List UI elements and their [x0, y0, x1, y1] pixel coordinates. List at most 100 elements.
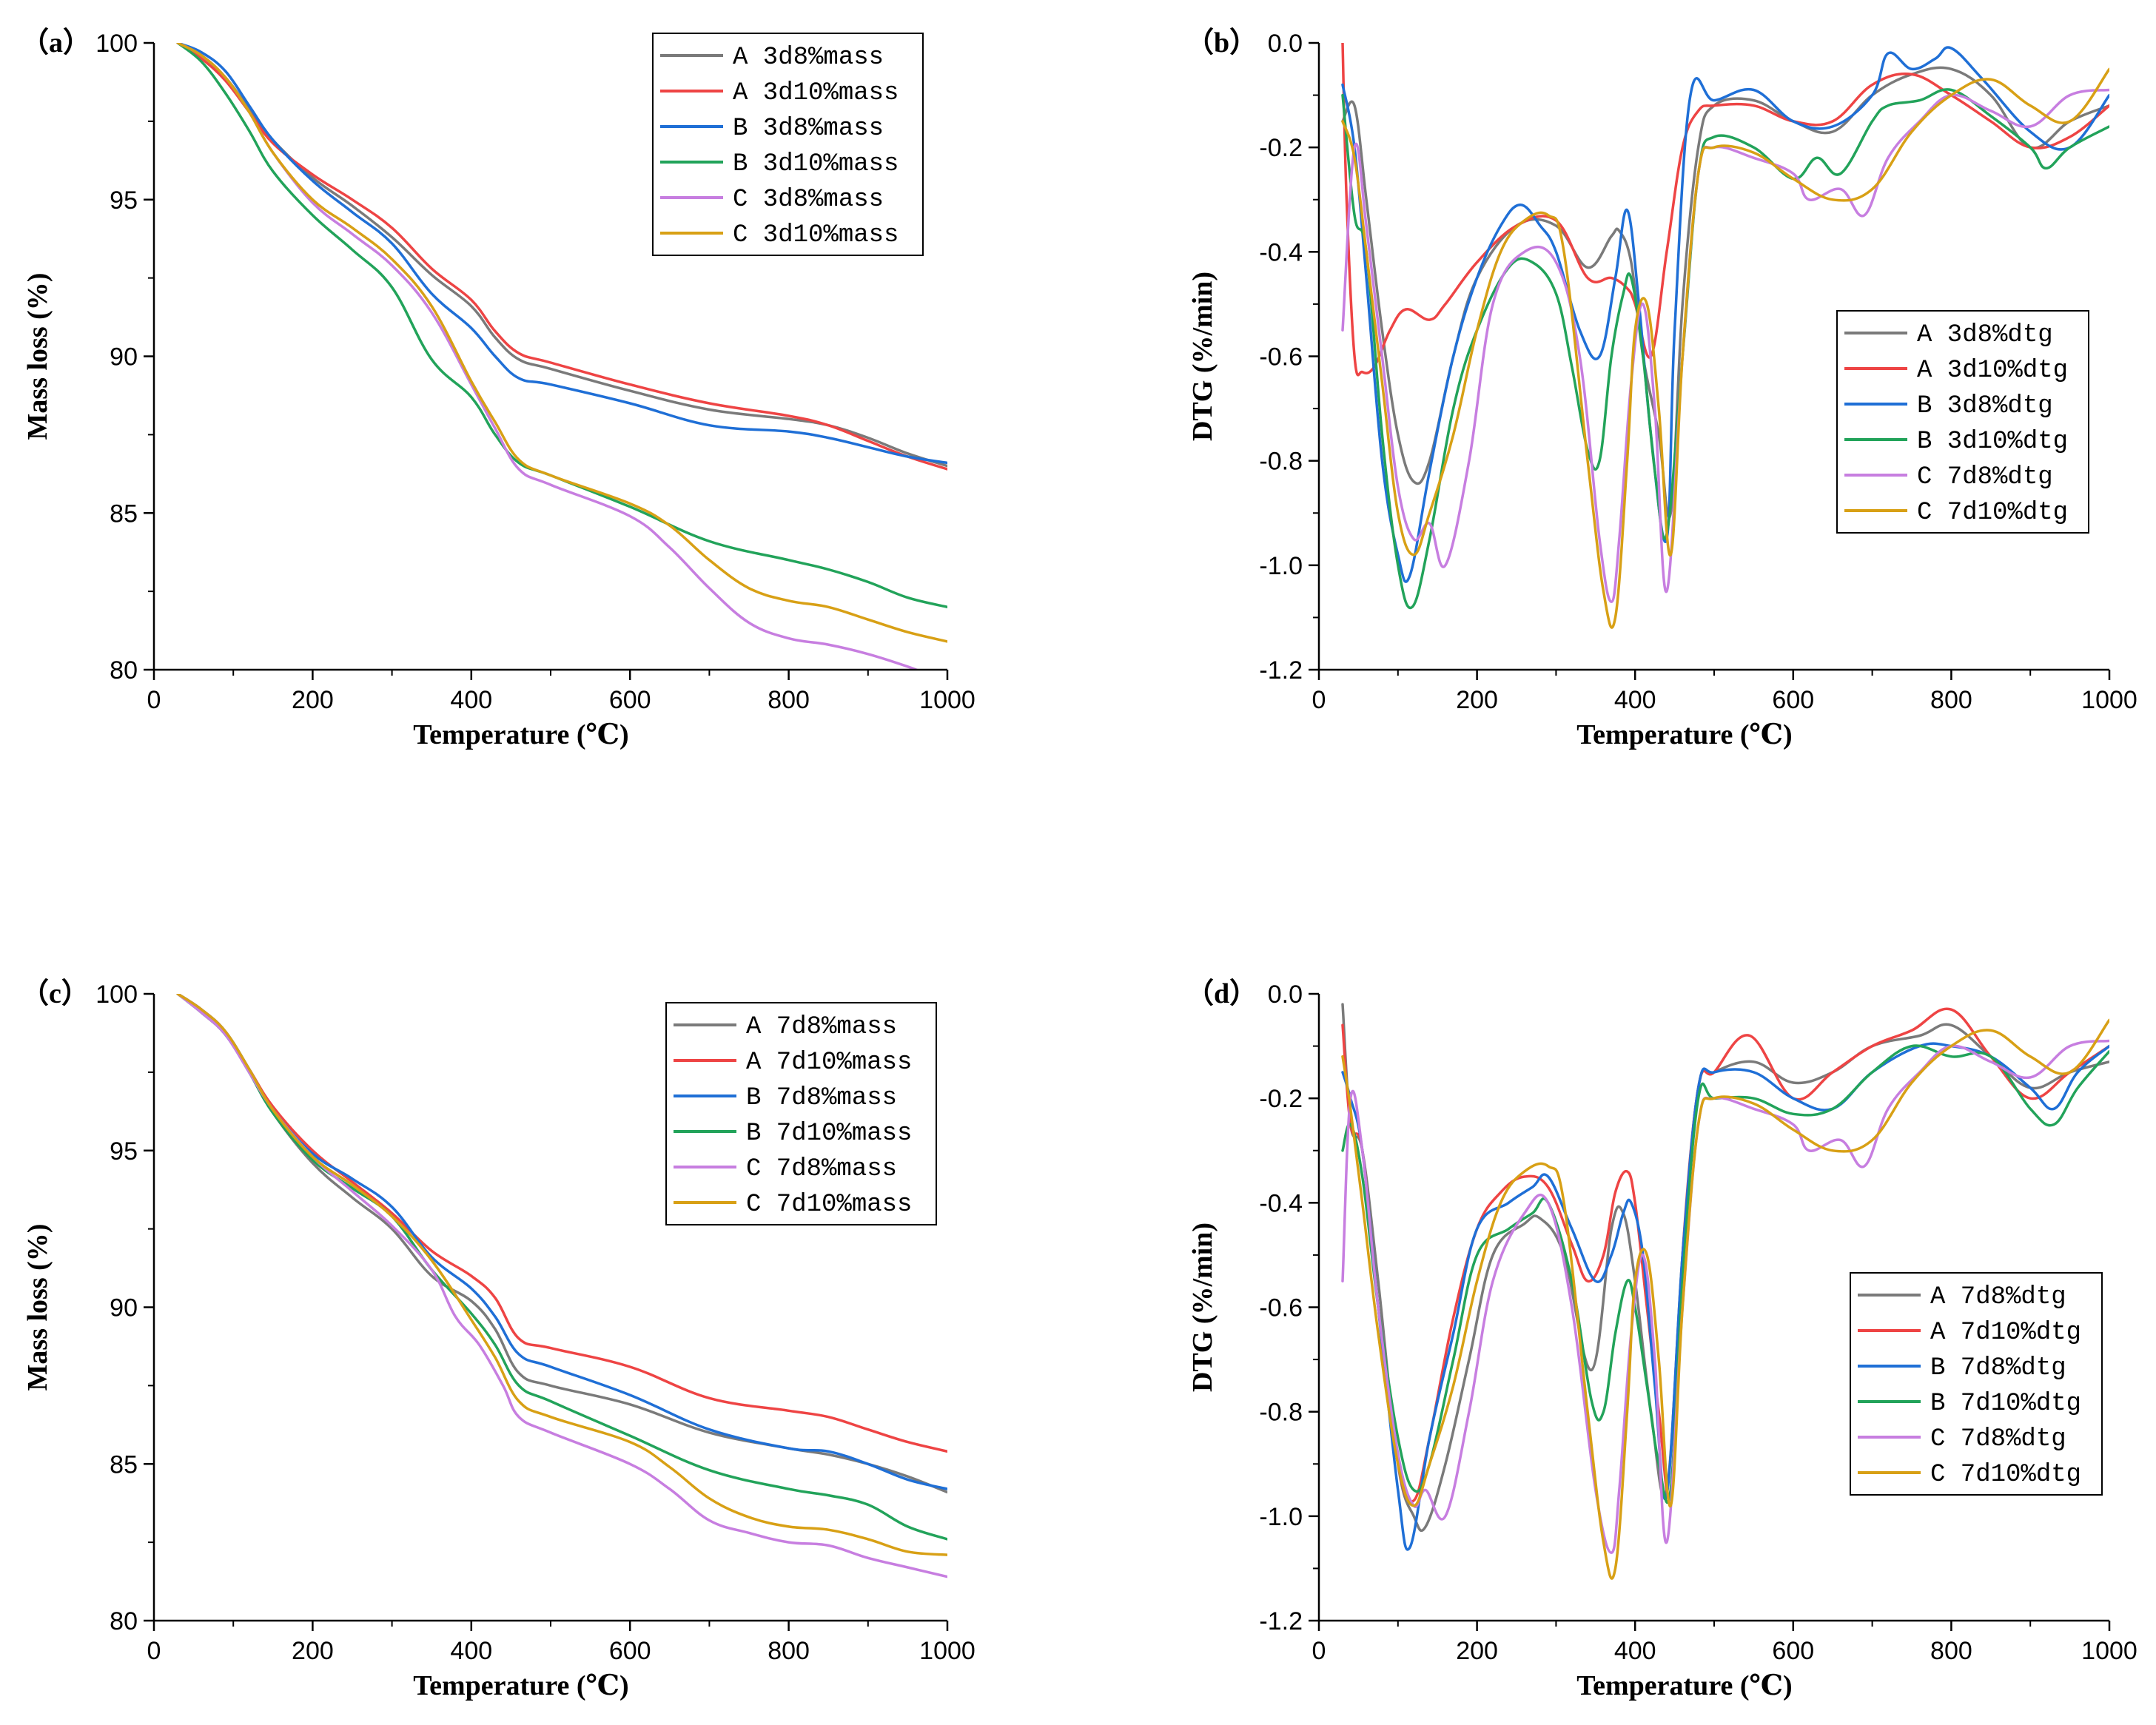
- series-line-b-3d10-dtg: [1341, 88, 2109, 610]
- y-tick-label: 0.0: [1268, 30, 1303, 58]
- x-tick-label: 400: [450, 1637, 492, 1665]
- series-group: [176, 994, 947, 1578]
- x-axis-label: Temperature (℃): [413, 719, 628, 750]
- y-tick-label: -1.2: [1259, 656, 1303, 685]
- legend-entry: B 3d10%dtg: [1917, 428, 2068, 456]
- series-line-c-7d10-dtg: [1341, 67, 2109, 629]
- x-tick-label: 800: [1930, 686, 1972, 714]
- legend-entry: A 7d10%mass: [746, 1049, 912, 1077]
- legend-entry: C 7d10%mass: [746, 1191, 912, 1219]
- panel-label: （b）: [1186, 27, 1257, 58]
- legend-entry: A 3d10%dtg: [1917, 357, 2068, 385]
- chart-panel-d: 0 200 400 600 800 1000 -1.2 -1.0 -0.8 -0.6 -0.4 -0.…: [1186, 978, 2137, 1701]
- series-group: [1341, 1003, 2109, 1580]
- x-axis-label: Temperature (℃): [413, 1670, 628, 1701]
- legend-entry: B 7d10%dtg: [1930, 1390, 2081, 1418]
- x-tick-label: 400: [1614, 686, 1656, 714]
- x-tick-label: 0: [1312, 1637, 1326, 1665]
- legend-entry: A 3d10%mass: [733, 79, 899, 107]
- y-tick-label: -0.8: [1259, 448, 1303, 476]
- legend-entry: C 7d10%dtg: [1930, 1461, 2081, 1489]
- x-tick-label: 800: [768, 686, 810, 714]
- panel-label: （c）: [21, 978, 90, 1009]
- x-tick-label: 1000: [2081, 1637, 2137, 1665]
- y-axis-label: DTG (%/min): [1187, 1223, 1218, 1392]
- y-tick-label: -0.4: [1259, 1189, 1303, 1217]
- legend-entry: B 3d8%dtg: [1917, 392, 2053, 420]
- legend-entry: A 7d8%mass: [746, 1013, 897, 1041]
- y-tick-label: -1.0: [1259, 552, 1303, 580]
- y-tick-label: 100: [95, 30, 138, 58]
- legend-box: [1850, 1272, 2103, 1496]
- series-group: [1341, 43, 2109, 629]
- x-tick-label: 400: [1614, 1637, 1656, 1665]
- x-tick-label: 600: [1772, 686, 1814, 714]
- y-tick-label: 100: [95, 981, 138, 1009]
- y-tick-label: 85: [110, 500, 138, 528]
- legend-entry: C 7d8%dtg: [1917, 463, 2053, 491]
- x-tick-label: 0: [147, 1637, 161, 1665]
- chart-panel-b: 0 200 400 600 800 1000 -1.2 -1.0 -0.8 -0.6 -0.4 -0.…: [1186, 27, 2137, 750]
- y-tick-label: -0.4: [1259, 238, 1303, 266]
- legend-entry: A 7d10%dtg: [1930, 1319, 2081, 1347]
- legend-entry: B 7d10%mass: [746, 1120, 912, 1148]
- legend-entry: C 3d8%mass: [733, 186, 884, 214]
- y-tick-label: 85: [110, 1450, 138, 1479]
- series-line-b-7d10-dtg: [1341, 1044, 2109, 1504]
- legend-entry: A 3d8%mass: [733, 44, 884, 72]
- series-line-c-7d10-dtg: [1341, 1018, 2109, 1580]
- legend-entry: B 3d8%mass: [733, 115, 884, 143]
- x-tick-label: 800: [768, 1637, 810, 1665]
- x-tick-label: 1000: [919, 686, 975, 714]
- legend-entry: C 7d10%dtg: [1917, 499, 2068, 527]
- x-axis-label: Temperature (℃): [1576, 719, 1792, 750]
- y-tick-label: 80: [110, 1607, 138, 1635]
- panel-label: （a）: [21, 27, 91, 58]
- chart-panel-c: 0 200 400 600 800 1000 80 85 90 95 100（c） Temperatu…: [21, 978, 975, 1701]
- x-tick-label: 400: [450, 686, 492, 714]
- y-tick-label: 95: [110, 1137, 138, 1166]
- y-tick-label: 90: [110, 343, 138, 371]
- series-line-b-7d8-dtg: [1341, 1042, 2109, 1551]
- x-tick-label: 200: [292, 686, 334, 714]
- y-tick-label: -0.8: [1259, 1399, 1303, 1427]
- legend: A 3d8%dtg A 3d10%dtg B 3d8%dtg B 3d10%dtg C …: [1836, 310, 2089, 534]
- legend-entry: C 7d8%mass: [746, 1155, 897, 1183]
- y-axis-label: DTG (%/min): [1187, 272, 1218, 441]
- legend-entry: B 7d8%mass: [746, 1084, 897, 1112]
- legend-entry: B 7d8%dtg: [1930, 1354, 2066, 1382]
- series-line-c-7d10-mass: [176, 994, 947, 1556]
- y-tick-label: -0.2: [1259, 134, 1303, 162]
- x-tick-label: 600: [609, 1637, 651, 1665]
- y-tick-label: 0.0: [1268, 981, 1303, 1009]
- series-line-b-3d8-dtg: [1341, 46, 2109, 583]
- x-tick-label: 1000: [919, 1637, 975, 1665]
- y-tick-label: -0.6: [1259, 343, 1303, 371]
- x-tick-label: 0: [1312, 686, 1326, 714]
- x-tick-label: 200: [1456, 1637, 1498, 1665]
- y-tick-label: -1.0: [1259, 1503, 1303, 1531]
- y-tick-label: -0.2: [1259, 1085, 1303, 1113]
- x-tick-label: 1000: [2081, 686, 2137, 714]
- x-tick-label: 0: [147, 686, 161, 714]
- legend-entry: C 7d8%dtg: [1930, 1425, 2066, 1453]
- x-tick-label: 200: [1456, 686, 1498, 714]
- y-tick-label: 95: [110, 186, 138, 215]
- legend: A 7d8%dtg A 7d10%dtg B 7d8%dtg B 7d10%dtg C …: [1850, 1272, 2103, 1496]
- series-line-c-3d10-mass: [176, 43, 947, 643]
- legend-box: [665, 1002, 937, 1225]
- panel-label: （d）: [1186, 978, 1257, 1009]
- legend: A 7d8%mass A 7d10%mass B 7d8%mass B 7d10%ma…: [665, 1002, 937, 1225]
- x-tick-label: 200: [292, 1637, 334, 1665]
- x-axis-label: Temperature (℃): [1576, 1670, 1792, 1701]
- series-group: [176, 43, 947, 670]
- x-tick-label: 600: [609, 686, 651, 714]
- y-axis-label: Mass loss (%): [22, 273, 53, 440]
- y-tick-label: 90: [110, 1294, 138, 1322]
- y-tick-label: -1.2: [1259, 1607, 1303, 1635]
- x-tick-label: 600: [1772, 1637, 1814, 1665]
- y-tick-label: -0.6: [1259, 1294, 1303, 1322]
- legend-entry: C 3d10%mass: [733, 221, 899, 249]
- y-tick-label: 80: [110, 656, 138, 685]
